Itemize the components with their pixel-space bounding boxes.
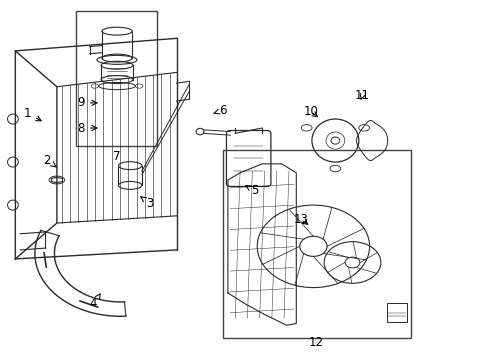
Text: 1: 1	[24, 107, 41, 121]
Text: 5: 5	[245, 184, 258, 197]
Text: 10: 10	[303, 105, 318, 118]
Text: 13: 13	[294, 213, 309, 226]
Text: 11: 11	[355, 89, 370, 102]
Bar	[223, 149, 411, 338]
Text: 12: 12	[308, 336, 323, 348]
Text: 7: 7	[113, 150, 121, 163]
Text: 3: 3	[141, 197, 153, 210]
Text: 2: 2	[43, 154, 56, 167]
Text: 9: 9	[77, 96, 97, 109]
Text: 6: 6	[214, 104, 227, 117]
Bar	[76, 12, 157, 146]
Text: 8: 8	[77, 122, 97, 135]
Text: 4: 4	[90, 294, 100, 310]
Bar	[387, 303, 407, 321]
